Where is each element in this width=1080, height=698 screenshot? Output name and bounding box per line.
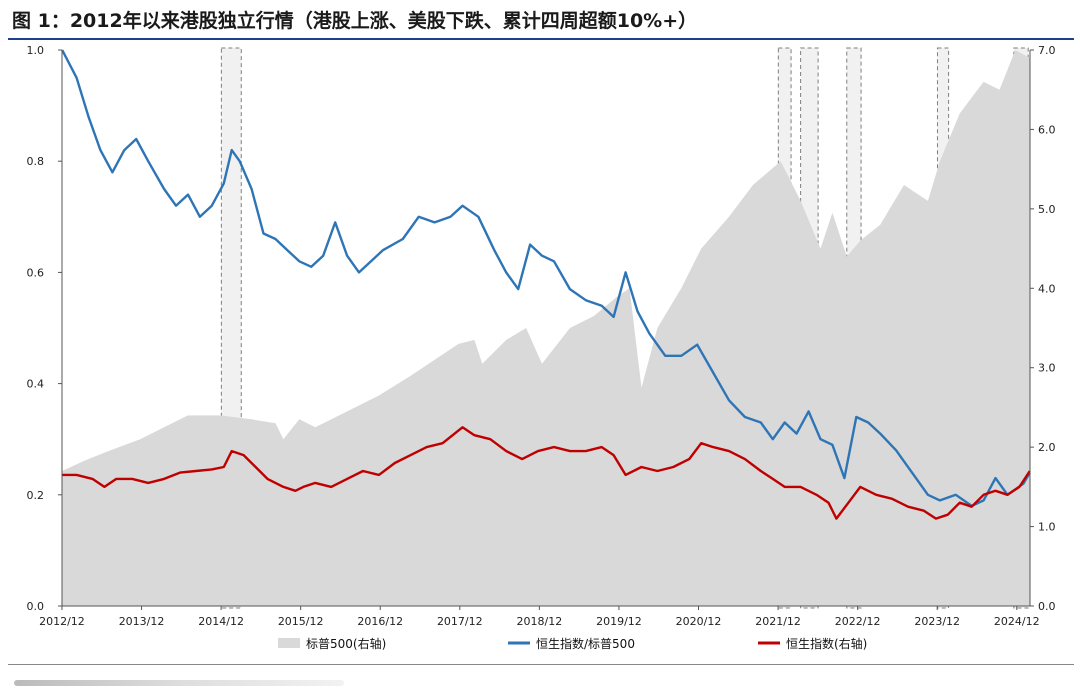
chart: 0.0 0.2 0.4 0.6 0.8 1.0 0.0 1.0 2.0 3.0 4.0 5.0 6.0 7… bbox=[27, 44, 1056, 651]
series-area-sp500 bbox=[62, 50, 1030, 606]
x-tick-label: 2022/12 bbox=[835, 615, 881, 628]
sp500-area-layer bbox=[62, 50, 1030, 606]
y-right-tick-label: 5.0 bbox=[1038, 203, 1056, 216]
line-layer bbox=[61, 49, 1031, 520]
y-right-tick-label: 3.0 bbox=[1038, 362, 1056, 375]
y-left-tick-label: 0.8 bbox=[27, 155, 45, 168]
x-tick-label: 2017/12 bbox=[437, 615, 483, 628]
axes: 0.0 0.2 0.4 0.6 0.8 1.0 0.0 1.0 2.0 3.0 4.0 5.0 6.0 7… bbox=[27, 44, 1056, 628]
legend-label-0: 标普500(右轴) bbox=[306, 636, 386, 651]
legend-label-1: 恒生指数/标普500 bbox=[536, 636, 635, 651]
y-right-tick-label: 2.0 bbox=[1038, 441, 1056, 454]
source-note-blur bbox=[14, 680, 344, 686]
x-tick-label: 2012/12 bbox=[39, 615, 85, 628]
x-tick-label: 2023/12 bbox=[914, 615, 960, 628]
y-right-tick-label: 1.0 bbox=[1038, 521, 1056, 534]
y-left-tick-label: 0.4 bbox=[27, 378, 45, 391]
y-right-tick-label: 0.0 bbox=[1038, 600, 1056, 613]
x-tick-label: 2020/12 bbox=[676, 615, 722, 628]
legend-label-2: 恒生指数(右轴) bbox=[786, 636, 867, 651]
legend: 标普500(右轴) 恒生指数/标普500 恒生指数(右轴) bbox=[278, 636, 867, 651]
x-tick-label: 2019/12 bbox=[596, 615, 642, 628]
series-line-1 bbox=[61, 49, 1031, 508]
x-tick-label: 2015/12 bbox=[278, 615, 324, 628]
title-underline bbox=[8, 38, 1074, 40]
chart-title: 图 1：2012年以来港股独立行情（港股上涨、美股下跌、累计四周超额10%+） bbox=[12, 10, 698, 32]
y-left-tick-label: 0.2 bbox=[27, 489, 45, 502]
y-right-tick-label: 6.0 bbox=[1038, 123, 1056, 136]
x-tick-label: 2016/12 bbox=[357, 615, 403, 628]
x-tick-label: 2018/12 bbox=[517, 615, 563, 628]
legend-swatch-0 bbox=[278, 638, 300, 648]
footer-rule bbox=[8, 664, 1074, 665]
y-right-tick-label: 7.0 bbox=[1038, 44, 1056, 57]
y-right-tick-label: 4.0 bbox=[1038, 282, 1056, 295]
y-left-tick-label: 1.0 bbox=[27, 44, 45, 57]
y-left-tick-label: 0.0 bbox=[27, 600, 45, 613]
x-tick-label: 2013/12 bbox=[119, 615, 165, 628]
series-line-2 bbox=[62, 426, 1031, 520]
x-tick-label: 2024/12 bbox=[994, 615, 1040, 628]
y-left-tick-label: 0.6 bbox=[27, 266, 45, 279]
x-tick-label: 2021/12 bbox=[755, 615, 801, 628]
title-bar: 图 1：2012年以来港股独立行情（港股上涨、美股下跌、累计四周超额10%+） bbox=[0, 0, 1080, 40]
x-tick-label: 2014/12 bbox=[198, 615, 244, 628]
